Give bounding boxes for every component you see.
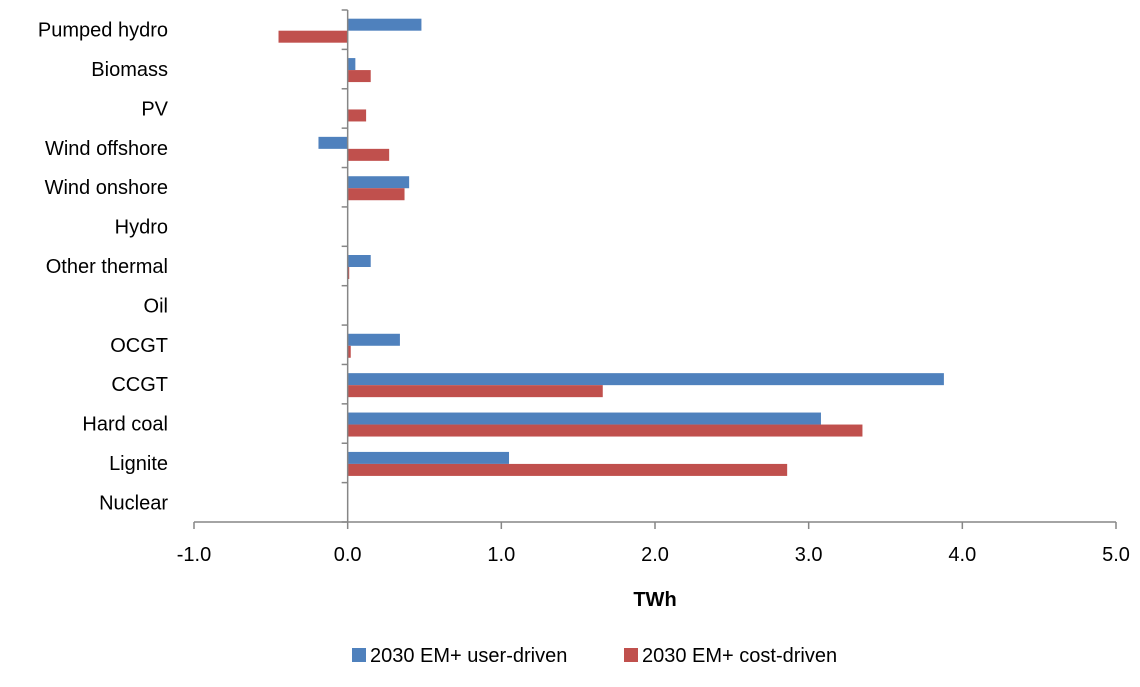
- bar-cost-driven-pv: [347, 109, 367, 122]
- bar-user-driven-biomass: [347, 58, 356, 71]
- legend-label: 2030 EM+ user-driven: [370, 645, 567, 667]
- x-axis-title: TWh: [633, 589, 676, 611]
- legend-swatch: [624, 648, 638, 662]
- bar-cost-driven-ocgt: [347, 345, 351, 358]
- labels-layer: Pumped hydro Biomass PV Wind offshore Wind o…: [38, 20, 1130, 566]
- bar-user-driven-wind-offshore: [318, 136, 348, 149]
- category-label: Other thermal: [46, 256, 168, 278]
- category-label: CCGT: [111, 374, 168, 396]
- x-tick-label: 4.0: [948, 544, 976, 566]
- category-label: Lignite: [109, 453, 168, 475]
- x-tick-label: -1.0: [177, 544, 211, 566]
- bars-layer: [278, 18, 944, 476]
- category-label: OCGT: [110, 335, 168, 357]
- category-label: Nuclear: [99, 492, 168, 514]
- category-label: PV: [141, 98, 168, 120]
- bar-user-driven-other-thermal: [347, 255, 371, 267]
- bar-cost-driven-lignite: [347, 463, 788, 476]
- x-tick-label: 1.0: [487, 544, 515, 566]
- category-label: Wind onshore: [45, 177, 168, 199]
- category-label: Oil: [144, 295, 168, 317]
- bar-user-driven-wind-onshore: [347, 176, 410, 189]
- axes-layer: [193, 9, 1117, 529]
- bar-cost-driven-wind-onshore: [347, 188, 405, 201]
- bar-cost-driven-pumped-hydro: [278, 30, 348, 43]
- category-label: Hydro: [115, 217, 168, 239]
- bar-user-driven-ocgt: [347, 333, 400, 346]
- x-tick-label: 3.0: [795, 544, 823, 566]
- category-label: Biomass: [91, 59, 168, 81]
- bar-cost-driven-biomass: [347, 70, 371, 83]
- category-label: Pumped hydro: [38, 20, 168, 42]
- legend: 2030 EM+ user-driven 2030 EM+ cost-driven: [352, 645, 837, 667]
- legend-swatch: [352, 648, 366, 662]
- bar-user-driven-lignite: [347, 451, 510, 464]
- bar-cost-driven-hard-coal: [347, 424, 863, 437]
- bar-user-driven-pumped-hydro: [347, 18, 422, 31]
- x-tick-label: 0.0: [334, 544, 362, 566]
- x-tick-label: 5.0: [1102, 544, 1130, 566]
- bar-cost-driven-ccgt: [347, 385, 603, 398]
- bar-cost-driven-wind-offshore: [347, 148, 390, 161]
- category-label: Hard coal: [82, 414, 168, 436]
- legend-label: 2030 EM+ cost-driven: [642, 645, 837, 667]
- x-tick-label: 2.0: [641, 544, 669, 566]
- bar-cost-driven-other-thermal: [347, 267, 350, 279]
- bar-user-driven-hard-coal: [347, 412, 821, 425]
- bar-user-driven-ccgt: [347, 373, 944, 386]
- category-label: Wind offshore: [45, 138, 168, 160]
